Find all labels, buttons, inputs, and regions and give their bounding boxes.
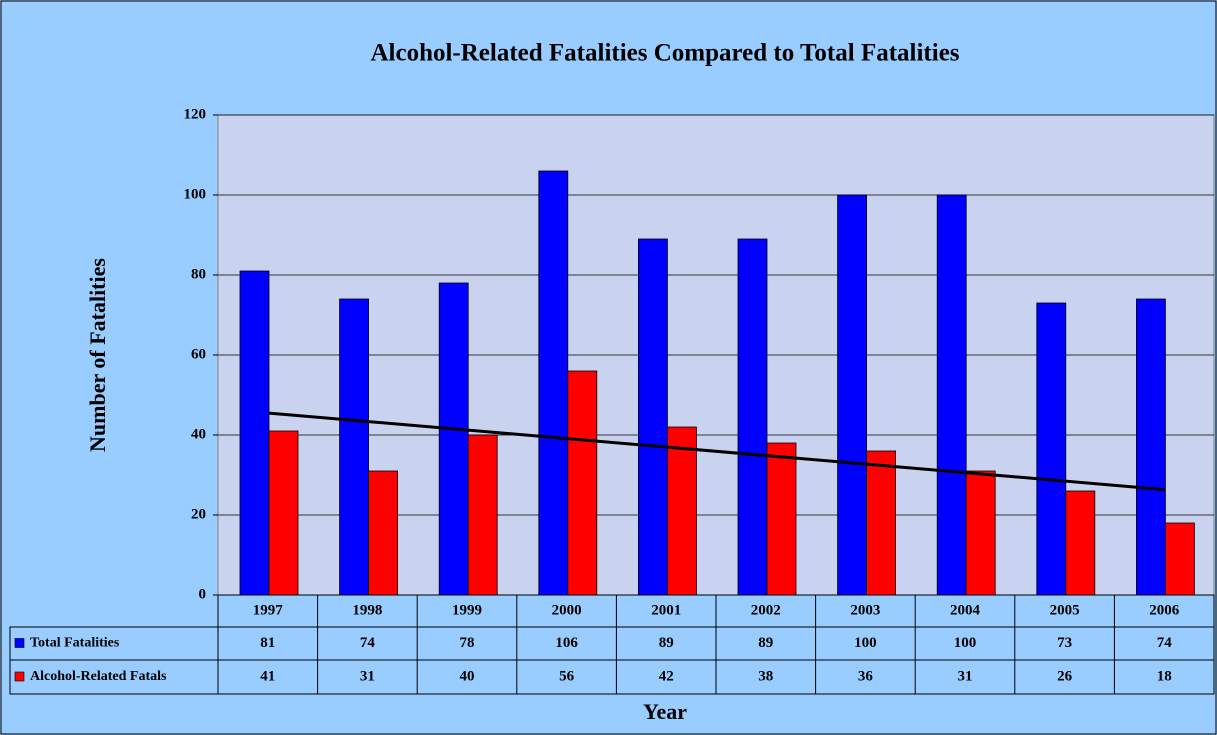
table-value: 106 [555, 635, 578, 651]
bar [467, 434, 498, 596]
table-value: 81 [260, 635, 275, 651]
y-tick-label: 120 [184, 106, 207, 122]
y-tick-label: 100 [184, 186, 207, 202]
bar [1065, 490, 1096, 596]
bar [766, 442, 797, 596]
bar [965, 470, 996, 596]
legend-label: Total Fatalities [30, 636, 120, 651]
x-tick-label: 1997 [253, 602, 284, 618]
bar [638, 238, 668, 596]
bar [936, 194, 967, 596]
chart-title: Alcohol-Related Fatalities Compared to T… [370, 40, 959, 67]
table-value: 31 [958, 668, 973, 684]
bar [567, 370, 598, 596]
bar [368, 470, 399, 596]
y-tick-label: 20 [191, 506, 206, 522]
x-tick-label: 1999 [452, 602, 482, 618]
table-value: 26 [1057, 668, 1073, 684]
x-tick-label: 2002 [751, 602, 781, 618]
bar [1136, 298, 1166, 596]
x-axis-title: Year [643, 699, 687, 724]
x-tick-label: 1998 [352, 602, 382, 618]
x-tick-label: 2004 [950, 602, 981, 618]
table-value: 41 [260, 668, 275, 684]
bar [538, 170, 569, 596]
table-value: 89 [758, 635, 773, 651]
x-tick-label: 2005 [1050, 602, 1080, 618]
table-value: 74 [360, 635, 376, 651]
table-value: 74 [1157, 635, 1173, 651]
legend-label: Alcohol-Related Fatals [30, 669, 167, 684]
table-value: 42 [659, 668, 674, 684]
y-tick-label: 80 [191, 266, 206, 282]
bar [339, 298, 370, 596]
legend-swatch [14, 638, 25, 648]
bar [438, 282, 469, 596]
x-tick-label: 2006 [1149, 602, 1180, 618]
table-value: 31 [360, 668, 375, 684]
y-tick-label: 40 [191, 426, 206, 442]
bar [737, 238, 768, 596]
bar [1165, 522, 1195, 596]
bar [866, 450, 896, 596]
table-value: 89 [659, 635, 674, 651]
table-value: 40 [460, 668, 475, 684]
bar [1036, 302, 1067, 596]
x-tick-label: 2001 [651, 602, 681, 618]
table-value: 36 [858, 668, 874, 684]
table-value: 38 [758, 668, 773, 684]
y-tick-label: 0 [199, 586, 207, 602]
bar [837, 194, 867, 596]
table-value: 78 [460, 635, 475, 651]
trendline [268, 411, 1166, 492]
x-tick-label: 2000 [552, 602, 582, 618]
table-value: 73 [1057, 635, 1072, 651]
table-value: 100 [954, 635, 977, 651]
table-value: 56 [559, 668, 575, 684]
bar [268, 430, 299, 596]
table-value: 100 [854, 635, 877, 651]
bar [239, 270, 270, 596]
y-axis-title: Number of Fatalities [85, 258, 110, 452]
table-value: 18 [1157, 668, 1172, 684]
legend-swatch [14, 671, 25, 682]
y-tick-label: 60 [191, 346, 206, 362]
x-tick-label: 2003 [850, 602, 880, 618]
bar [667, 426, 697, 596]
